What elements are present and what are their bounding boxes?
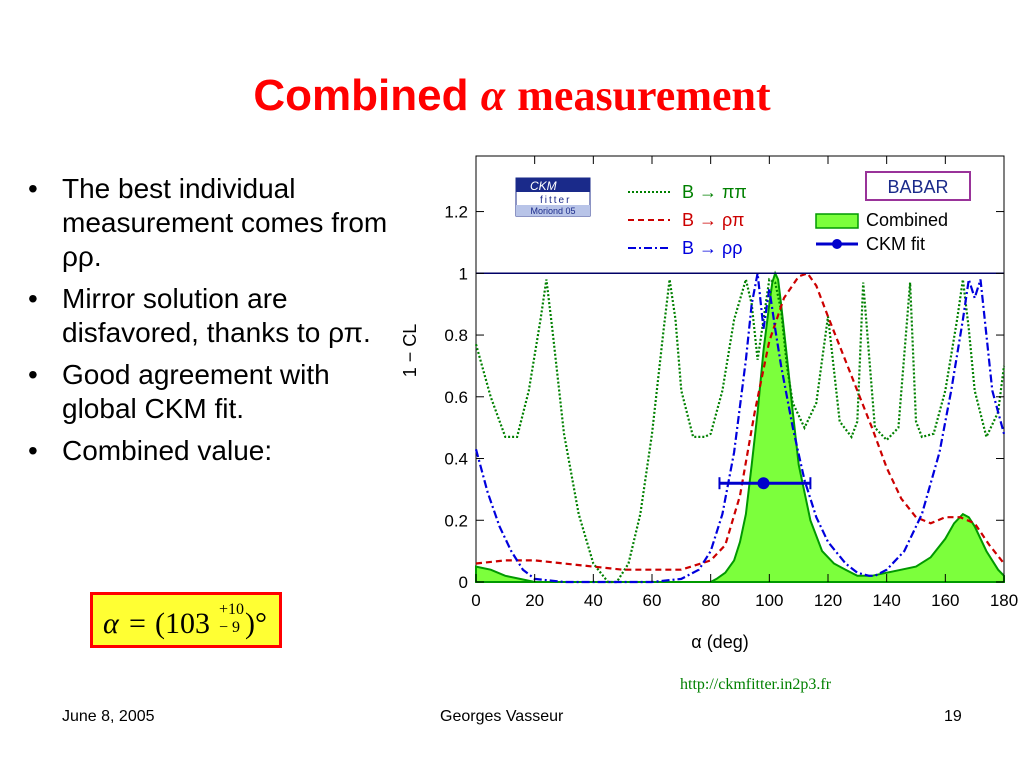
result-error-down: − 9 [219, 619, 241, 636]
y-tick-label: 0.2 [444, 511, 468, 530]
logo-text-moriond: Moriond 05 [530, 206, 575, 216]
legend-label-pipi: B → ππ [682, 182, 747, 202]
ckm-fit-point [757, 477, 770, 490]
x-tick-label: 60 [643, 591, 662, 610]
x-tick-label: 0 [471, 591, 480, 610]
legend-swatch-ckm-fit-point [832, 239, 842, 249]
footer-author: Georges Vasseur [440, 708, 564, 725]
result-error-up: +10 [219, 601, 245, 618]
x-tick-label: 140 [872, 591, 900, 610]
x-tick-label: 100 [755, 591, 783, 610]
bullet-item: Combined value: [22, 434, 402, 468]
bullet-item: Good agreement with global CKM fit. [22, 358, 402, 426]
ckmfitter-logo-band [516, 178, 590, 192]
legend-label-combined: Combined [866, 210, 948, 230]
y-tick-label: 0.4 [444, 450, 468, 469]
x-tick-label: 40 [584, 591, 603, 610]
source-url[interactable]: http://ckmfitter.in2p3.fr [680, 676, 832, 693]
footer-date: June 8, 2005 [62, 708, 155, 725]
logo-text-ckm: CKM [530, 179, 557, 193]
x-tick-label: 160 [931, 591, 959, 610]
result-close: )° [245, 607, 267, 640]
legend-swatch-combined [815, 213, 859, 229]
x-tick-label: 80 [701, 591, 720, 610]
combined-value-box: α = (103 +10 − 9 )° [90, 592, 282, 648]
result-value: (103 [155, 607, 210, 640]
title-rest: measurement [517, 71, 771, 120]
y-tick-label: 1.2 [444, 203, 468, 222]
y-tick-label: 0.8 [444, 326, 468, 345]
y-tick-label: 0 [459, 573, 468, 592]
legend-label-rhorho: B → ρρ [682, 238, 743, 258]
legend-label-ckm-fit: CKM fit [866, 234, 925, 254]
legend-label-rhopi: B → ρπ [682, 210, 744, 230]
result-equals: = [129, 607, 146, 640]
bullet-list: The best individual measurement comes fr… [22, 172, 402, 476]
y-tick-label: 1 [459, 264, 468, 283]
title-word: Combined [253, 71, 469, 120]
alpha-scan-chart: 0 20 40 60 80 100 120 140 160 180 0 0.2 0.4 0.6 0.8 1 1.… [400, 155, 1018, 652]
x-tick-label: 180 [990, 591, 1018, 610]
slide-title: Combined α measurement [0, 70, 1024, 121]
logo-text-fitter: fitter [540, 195, 571, 206]
x-tick-label: 20 [525, 591, 544, 610]
title-greek-alpha: α [480, 71, 506, 120]
logo-moriond-band [516, 205, 590, 216]
bullet-item: The best individual measurement comes fr… [22, 172, 402, 274]
series-line-rhopi [475, 271, 1005, 571]
footer-page-number: 19 [944, 708, 962, 725]
y-axis-label: 1 − CL [400, 324, 420, 378]
x-tick-label: 120 [814, 591, 842, 610]
plot-frame [475, 155, 1005, 583]
y-tick-label: 0.6 [444, 388, 468, 407]
bullet-item: Mirror solution are disfavored, thanks t… [22, 282, 402, 350]
babar-box [865, 171, 971, 201]
babar-label: BABAR [887, 177, 948, 197]
series-line-rhorho [474, 273, 1006, 584]
x-axis-label: α (deg) [691, 632, 748, 652]
result-symbol: α [103, 607, 119, 640]
